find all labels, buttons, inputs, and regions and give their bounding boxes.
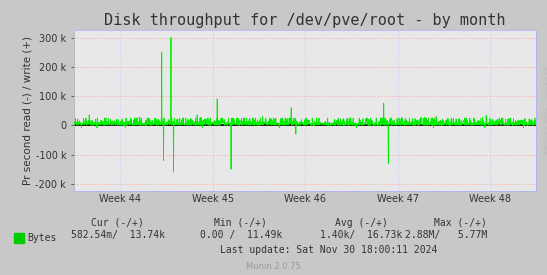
Text: Last update: Sat Nov 30 18:00:11 2024: Last update: Sat Nov 30 18:00:11 2024: [219, 245, 437, 255]
Text: Bytes: Bytes: [27, 233, 57, 243]
Title: Disk throughput for /dev/pve/root - by month: Disk throughput for /dev/pve/root - by m…: [104, 13, 506, 28]
Text: Avg (-/+): Avg (-/+): [335, 218, 387, 228]
Text: 0.00 /  11.49k: 0.00 / 11.49k: [200, 230, 282, 240]
Text: 1.40k/  16.73k: 1.40k/ 16.73k: [320, 230, 402, 240]
Text: Munin 2.0.75: Munin 2.0.75: [246, 262, 301, 271]
Text: Max (-/+): Max (-/+): [434, 218, 487, 228]
Text: RRDTOOL / TOBI OETIKER: RRDTOOL / TOBI OETIKER: [540, 66, 546, 154]
Text: 582.54m/  13.74k: 582.54m/ 13.74k: [71, 230, 165, 240]
Text: Min (-/+): Min (-/+): [214, 218, 267, 228]
Y-axis label: Pr second read (-) / write (+): Pr second read (-) / write (+): [22, 36, 33, 185]
Text: Cur (-/+): Cur (-/+): [91, 218, 144, 228]
Text: 2.88M/   5.77M: 2.88M/ 5.77M: [405, 230, 487, 240]
